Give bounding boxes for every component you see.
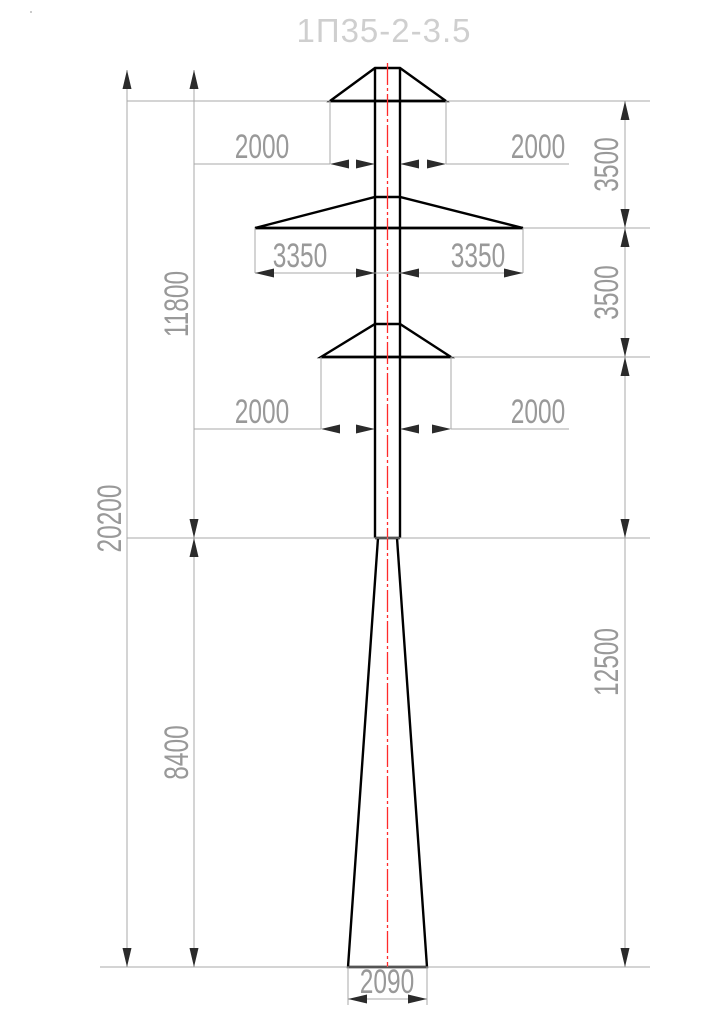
svg-text:2000: 2000 xyxy=(235,128,289,166)
svg-text:8400: 8400 xyxy=(158,725,196,779)
svg-text:2000: 2000 xyxy=(511,128,565,166)
svg-text:2090: 2090 xyxy=(360,963,414,1001)
svg-text:12500: 12500 xyxy=(588,628,626,696)
svg-text:20200: 20200 xyxy=(91,484,129,552)
svg-text:1П35-2-3.5: 1П35-2-3.5 xyxy=(297,12,472,49)
svg-text:3350: 3350 xyxy=(273,237,327,275)
svg-text:3500: 3500 xyxy=(588,137,626,191)
svg-text:3350: 3350 xyxy=(451,237,505,275)
svg-text:3500: 3500 xyxy=(588,265,626,319)
svg-text:2000: 2000 xyxy=(235,393,289,431)
svg-text:11800: 11800 xyxy=(158,271,196,337)
svg-text:2000: 2000 xyxy=(511,393,565,431)
